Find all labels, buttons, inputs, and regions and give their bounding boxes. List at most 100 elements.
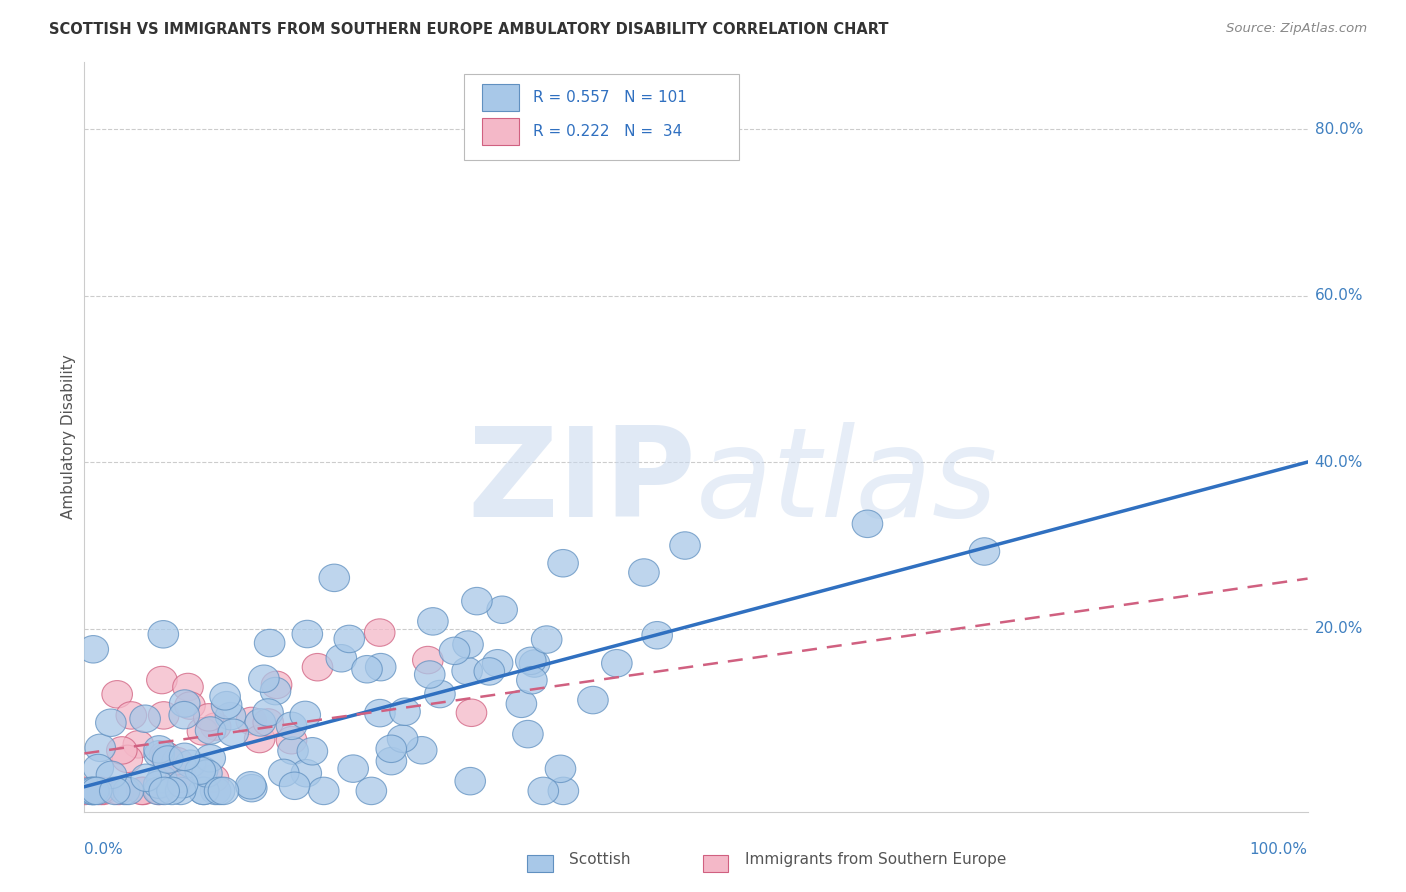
Ellipse shape: [425, 681, 456, 707]
Ellipse shape: [110, 777, 141, 805]
Ellipse shape: [335, 625, 364, 653]
Ellipse shape: [101, 681, 132, 708]
Ellipse shape: [209, 682, 240, 710]
Ellipse shape: [83, 755, 114, 781]
Ellipse shape: [104, 777, 134, 805]
Ellipse shape: [276, 712, 307, 739]
Ellipse shape: [200, 777, 231, 805]
Ellipse shape: [292, 620, 322, 648]
Ellipse shape: [364, 699, 395, 727]
Ellipse shape: [418, 607, 449, 635]
Ellipse shape: [87, 777, 118, 805]
Ellipse shape: [260, 677, 291, 705]
Ellipse shape: [112, 777, 143, 805]
Ellipse shape: [253, 709, 284, 736]
Ellipse shape: [319, 564, 350, 591]
Ellipse shape: [96, 709, 127, 737]
Ellipse shape: [201, 713, 231, 740]
Ellipse shape: [456, 699, 486, 726]
Ellipse shape: [602, 649, 633, 677]
Ellipse shape: [486, 596, 517, 624]
Ellipse shape: [208, 777, 239, 805]
Ellipse shape: [173, 673, 204, 701]
Ellipse shape: [107, 737, 138, 764]
Ellipse shape: [112, 745, 142, 772]
Ellipse shape: [204, 777, 235, 805]
Ellipse shape: [195, 717, 226, 744]
Ellipse shape: [375, 747, 406, 775]
Y-axis label: Ambulatory Disability: Ambulatory Disability: [60, 355, 76, 519]
Ellipse shape: [143, 771, 174, 798]
Ellipse shape: [127, 777, 157, 805]
Ellipse shape: [389, 698, 420, 725]
Ellipse shape: [245, 725, 276, 753]
Ellipse shape: [578, 686, 609, 714]
Ellipse shape: [969, 538, 1000, 566]
Ellipse shape: [146, 765, 177, 793]
Ellipse shape: [513, 721, 543, 747]
Ellipse shape: [215, 702, 246, 730]
Ellipse shape: [149, 777, 180, 805]
Ellipse shape: [506, 690, 537, 717]
Ellipse shape: [128, 777, 159, 805]
Ellipse shape: [262, 671, 292, 698]
Ellipse shape: [516, 666, 547, 694]
Ellipse shape: [253, 698, 284, 726]
Ellipse shape: [366, 654, 396, 681]
Ellipse shape: [453, 631, 484, 658]
Ellipse shape: [628, 558, 659, 586]
Ellipse shape: [148, 621, 179, 648]
Ellipse shape: [546, 756, 576, 782]
Ellipse shape: [352, 656, 382, 683]
Ellipse shape: [516, 647, 546, 674]
Ellipse shape: [169, 743, 200, 771]
Ellipse shape: [143, 740, 174, 768]
Text: Source: ZipAtlas.com: Source: ZipAtlas.com: [1226, 22, 1367, 36]
Ellipse shape: [269, 759, 299, 787]
Ellipse shape: [129, 705, 160, 732]
Ellipse shape: [165, 765, 195, 792]
Ellipse shape: [218, 719, 249, 747]
Ellipse shape: [356, 777, 387, 805]
Ellipse shape: [548, 549, 578, 577]
Ellipse shape: [198, 764, 229, 792]
Ellipse shape: [82, 777, 112, 805]
Text: 100.0%: 100.0%: [1250, 842, 1308, 857]
Text: 80.0%: 80.0%: [1315, 121, 1362, 136]
Ellipse shape: [456, 767, 485, 795]
Ellipse shape: [236, 774, 267, 802]
Ellipse shape: [169, 701, 200, 729]
Ellipse shape: [166, 777, 195, 805]
Ellipse shape: [326, 645, 357, 672]
Ellipse shape: [96, 761, 127, 789]
Ellipse shape: [211, 691, 242, 719]
Ellipse shape: [188, 777, 219, 805]
Ellipse shape: [278, 737, 308, 764]
Ellipse shape: [77, 777, 108, 805]
Ellipse shape: [529, 777, 558, 805]
Ellipse shape: [76, 777, 105, 805]
Ellipse shape: [174, 692, 205, 719]
Ellipse shape: [412, 647, 443, 673]
Ellipse shape: [337, 755, 368, 782]
Ellipse shape: [117, 702, 146, 729]
Ellipse shape: [519, 649, 550, 677]
Ellipse shape: [236, 707, 267, 735]
Ellipse shape: [77, 636, 108, 663]
Text: 40.0%: 40.0%: [1315, 455, 1362, 469]
Ellipse shape: [124, 731, 153, 758]
Ellipse shape: [170, 690, 200, 717]
Ellipse shape: [162, 747, 193, 775]
Ellipse shape: [194, 704, 224, 731]
Ellipse shape: [146, 666, 177, 694]
Ellipse shape: [276, 726, 307, 754]
Text: 20.0%: 20.0%: [1315, 621, 1362, 636]
Ellipse shape: [852, 510, 883, 538]
Ellipse shape: [364, 619, 395, 647]
Ellipse shape: [84, 777, 115, 805]
FancyBboxPatch shape: [482, 118, 519, 145]
Ellipse shape: [406, 737, 437, 764]
Ellipse shape: [290, 701, 321, 729]
Ellipse shape: [254, 629, 285, 657]
Ellipse shape: [149, 702, 179, 729]
